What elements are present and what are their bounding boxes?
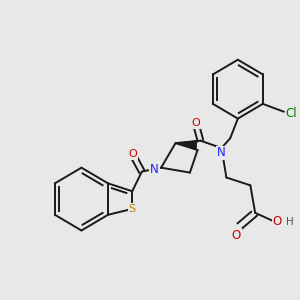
Text: N: N	[217, 146, 226, 159]
Text: Cl: Cl	[286, 107, 297, 120]
Text: H: H	[286, 217, 294, 226]
Text: O: O	[191, 118, 200, 128]
Text: O: O	[128, 149, 137, 159]
Text: O: O	[231, 229, 241, 242]
Text: S: S	[129, 204, 136, 214]
Polygon shape	[176, 141, 197, 149]
Text: O: O	[273, 215, 282, 228]
Text: N: N	[150, 163, 159, 176]
